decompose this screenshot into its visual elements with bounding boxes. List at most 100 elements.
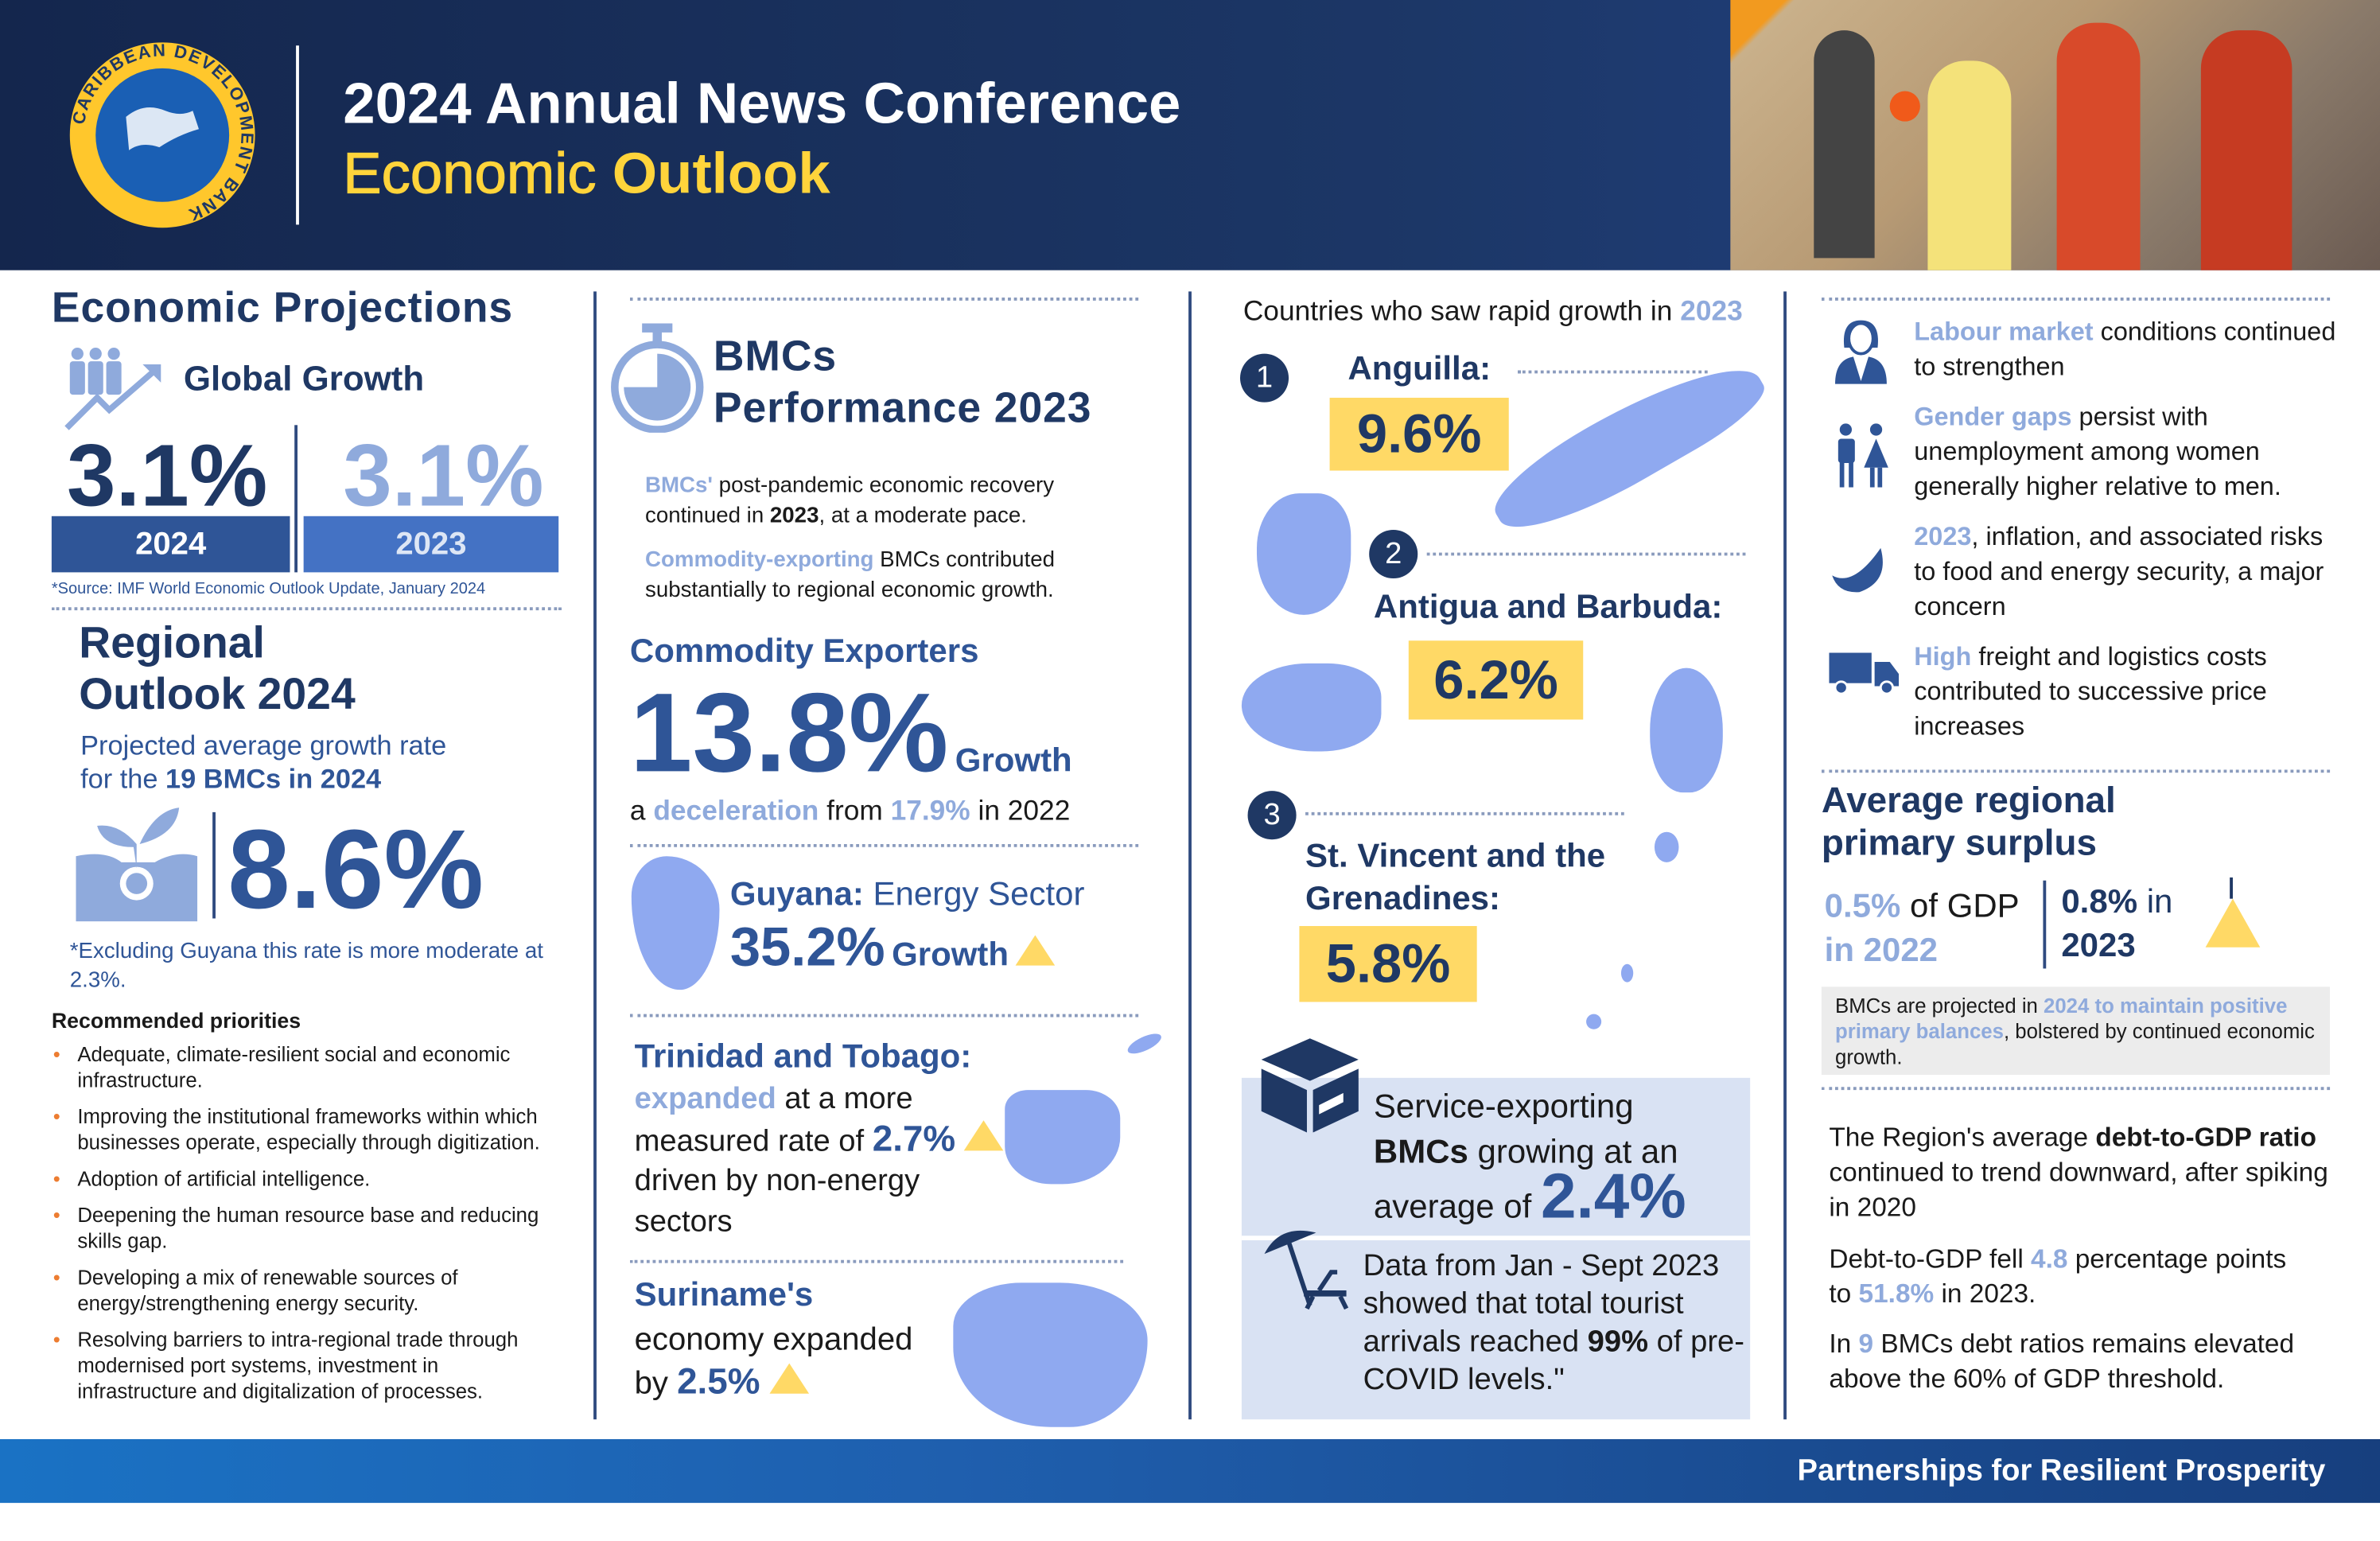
- condition-text: High freight and logistics costs contrib…: [1914, 642, 2267, 741]
- barbuda-map: [1256, 493, 1351, 615]
- footer-bar: Partnerships for Resilient Prosperity: [0, 1438, 2380, 1504]
- bmcs-paragraph-1: BMCs' post-pandemic economic recovery co…: [644, 473, 1055, 529]
- divider: [2230, 877, 2233, 899]
- dotted-divider: [629, 843, 1139, 847]
- plant-icon: [76, 807, 198, 922]
- dotted-divider: [1518, 370, 1708, 374]
- header-divider: [296, 45, 299, 225]
- trinidad-text: expanded at a more measured rate of 2.7%…: [635, 1080, 1004, 1242]
- country-growth-value: 5.8%: [1299, 926, 1477, 1002]
- priority-item: Adequate, climate-resilient social and e…: [52, 1041, 553, 1093]
- priorities-title: Recommended priorities: [51, 1008, 301, 1033]
- condition-text: Labour market conditions continued to st…: [1914, 317, 2336, 381]
- global-growth-label: Global Growth: [183, 358, 425, 398]
- global-growth-2023: 3.1%: [343, 426, 544, 526]
- rank-badge: 2: [1369, 529, 1418, 579]
- bmcs-performance-title: BMCs Performance 2023: [713, 332, 1092, 431]
- rapid-growth-title: Countries who saw rapid growth in 2023: [1242, 294, 1743, 327]
- trinidad-map: [1005, 1090, 1121, 1185]
- dotted-divider: [1305, 811, 1624, 815]
- surplus-note: BMCs are projected in 2024 to maintain p…: [1821, 986, 2331, 1076]
- year-label-2024: 2024: [51, 516, 290, 573]
- truck-icon: [1829, 652, 1900, 695]
- bmcs-paragraph-2: Commodity-exporting BMCs contributed sub…: [644, 547, 1056, 603]
- up-triangle-icon: [2205, 898, 2261, 948]
- commodity-growth: 13.8% Growth: [629, 669, 1072, 796]
- trinidad-title: Trinidad and Tobago:: [634, 1037, 972, 1076]
- global-growth-2024: 3.1%: [66, 426, 268, 526]
- column-divider: [1188, 291, 1192, 1420]
- people-growth-icon: [64, 347, 161, 430]
- header-banner: CARIBBEAN DEVELOPMENT BANK 2024 Annual N…: [0, 0, 2380, 270]
- cdb-logo: CARIBBEAN DEVELOPMENT BANK: [68, 41, 256, 228]
- grenadines-map: [1586, 1014, 1602, 1029]
- suriname-map: [953, 1282, 1148, 1427]
- country-growth-value: 9.6%: [1329, 397, 1509, 471]
- dotted-divider: [1426, 552, 1746, 556]
- st-vincent-map: [1650, 667, 1723, 793]
- beach-umbrella-icon: [1264, 1230, 1349, 1310]
- guyana-growth: 35.2% Growth: [730, 916, 1056, 979]
- priority-item: Resolving barriers to intra-regional tra…: [52, 1327, 553, 1404]
- deceleration-text: a deceleration from 17.9% in 2022: [629, 793, 1071, 827]
- dotted-divider: [1821, 769, 2331, 773]
- woman-icon: [1835, 320, 1887, 384]
- guyana-map: [631, 856, 720, 990]
- priority-item: Developing a mix of renewable sources of…: [52, 1265, 553, 1317]
- suriname-text: economy expanded by 2.5%: [634, 1322, 913, 1403]
- up-triangle-icon: [768, 1363, 809, 1394]
- guyana-title: Guyana: Energy Sector: [729, 874, 1085, 913]
- commodity-exporters-title: Commodity Exporters: [629, 631, 979, 670]
- country-name: St. Vincent and the Grenadines:: [1305, 836, 1606, 917]
- dotted-divider: [629, 298, 1139, 301]
- debt-paragraph-2: Debt-to-GDP fell 4.8 percentage points t…: [1829, 1243, 2287, 1309]
- surplus-2022: 0.5% of GDP in 2022: [1824, 886, 2020, 969]
- country-name: Anguilla:: [1348, 348, 1491, 387]
- banana-icon: [1832, 547, 1883, 593]
- priority-item: Adoption of artificial intelligence.: [52, 1165, 553, 1191]
- rank-badge: 3: [1247, 791, 1297, 840]
- panel-divider: [1241, 1236, 1751, 1240]
- dotted-divider: [1821, 298, 2331, 301]
- year-label-2023: 2023: [303, 516, 559, 573]
- condition-text: 2023, inflation, and associated risks to…: [1914, 522, 2324, 621]
- priority-item: Improving the institutional frameworks w…: [52, 1103, 553, 1155]
- column-divider: [1783, 291, 1787, 1420]
- dotted-divider: [629, 1014, 1139, 1018]
- dotted-divider: [51, 607, 562, 611]
- surplus-title: Average regional primary surplus: [1821, 780, 2116, 864]
- header-photo: [1730, 0, 2380, 270]
- suriname-title: Suriname's: [634, 1274, 814, 1313]
- dotted-divider: [1821, 1087, 2331, 1091]
- grenadines-map: [1654, 831, 1679, 862]
- regional-title: Regional Outlook 2024: [79, 619, 356, 720]
- footer-tagline: Partnerships for Resilient Prosperity: [1797, 1454, 2326, 1488]
- antigua-map: [1241, 663, 1382, 752]
- regional-description: Projected average growth rate for the 19 …: [80, 730, 447, 794]
- country-growth-value: 6.2%: [1408, 640, 1584, 720]
- priority-item: Deepening the human resource base and re…: [52, 1202, 553, 1254]
- box-icon: [1261, 1038, 1359, 1133]
- tourist-arrivals-text: Data from Jan - Sept 2023 showed that to…: [1363, 1249, 1744, 1397]
- header-title: 2024 Annual News Conference: [343, 72, 1181, 137]
- column-divider: [593, 291, 597, 1420]
- divider: [294, 425, 298, 573]
- tobago-map: [1125, 1029, 1165, 1058]
- projections-title: Economic Projections: [51, 283, 514, 331]
- rank-badge: 1: [1239, 353, 1289, 403]
- grenadines-map: [1620, 963, 1634, 983]
- couple-icon: [1838, 423, 1888, 488]
- service-exports-text: Service-exporting BMCs growing at an avera…: [1373, 1087, 1686, 1232]
- debt-paragraph-3: In 9 BMCs debt ratios remains elevated a…: [1829, 1328, 2295, 1394]
- header-subtitle: Economic Outlook: [343, 142, 830, 207]
- up-triangle-icon: [963, 1119, 1004, 1150]
- regional-growth-value: 8.6%: [228, 806, 484, 932]
- country-name: Antigua and Barbuda:: [1373, 587, 1723, 626]
- divider: [212, 811, 216, 919]
- priorities-list: Adequate, climate-resilient social and e…: [52, 1041, 553, 1415]
- service-exports-panel: [1241, 1077, 1751, 1420]
- stopwatch-icon: [611, 323, 704, 433]
- dotted-divider: [629, 1259, 1124, 1263]
- debt-paragraph-1: The Region's average debt-to-GDP ratio c…: [1829, 1122, 2328, 1223]
